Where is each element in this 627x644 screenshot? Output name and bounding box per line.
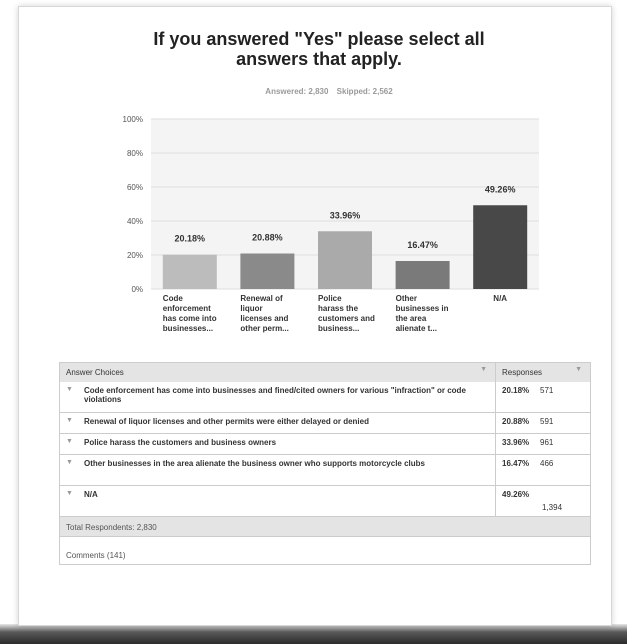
y-tick-label: 20% [127, 251, 143, 260]
bar[interactable] [163, 255, 217, 289]
category-label: Other businesses in the area alienate t... [396, 294, 449, 333]
responses-table: Answer Choices ▼ Responses ▼ ▼ Code enfor… [59, 362, 591, 565]
response-count[interactable]: 591 [540, 417, 553, 429]
skipped-count: Skipped: 2,562 [337, 87, 393, 96]
data-label: 20.18% [175, 234, 206, 244]
responses-label: Responses [502, 368, 542, 377]
comments-link[interactable]: Comments (141) [59, 545, 591, 565]
answer-text: Police harass the customers and business… [84, 438, 276, 450]
table-row: ▼ Police harass the customers and busines… [59, 434, 591, 455]
answer-choices-label: Answer Choices [66, 368, 124, 377]
expand-arrow-icon[interactable]: ▼ [66, 459, 84, 481]
bar[interactable] [473, 205, 527, 289]
response-count[interactable]: 466 [540, 459, 553, 481]
response-count[interactable]: 1,394 [542, 503, 562, 513]
expand-arrow-icon[interactable]: ▼ [66, 417, 84, 429]
y-tick-label: 0% [131, 285, 143, 294]
responses-header[interactable]: Responses ▼ [496, 363, 590, 382]
y-tick-label: 80% [127, 149, 143, 158]
response-percent: 20.18% [502, 386, 536, 408]
y-tick-label: 60% [127, 183, 143, 192]
data-label: 20.88% [252, 233, 283, 243]
response-count[interactable]: 961 [540, 438, 553, 450]
response-percent: 49.26% [502, 490, 536, 500]
total-respondents: Total Respondents: 2,830 [59, 517, 591, 537]
table-row: ▼ Code enforcement has come into business… [59, 382, 591, 413]
bar[interactable] [318, 231, 372, 289]
answered-count: Answered: 2,830 [265, 87, 328, 96]
answer-text: Renewal of liquor licenses and other per… [84, 417, 369, 429]
answer-text: N/A [84, 490, 98, 512]
answer-text: Code enforcement has come into businesse… [84, 386, 489, 408]
category-label: N/A [493, 294, 507, 303]
sort-arrow-icon[interactable]: ▼ [480, 366, 487, 373]
response-percent: 20.88% [502, 417, 536, 429]
bar[interactable] [396, 261, 450, 289]
bar-chart: 0% 20% 40% 60% 80% 100% 20.18% Code enforcement h… [99, 105, 539, 345]
data-label: 49.26% [485, 184, 516, 194]
table-header: Answer Choices ▼ Responses ▼ [59, 362, 591, 382]
y-tick-label: 100% [123, 115, 143, 124]
bar[interactable] [240, 254, 294, 289]
expand-arrow-icon[interactable]: ▼ [66, 438, 84, 450]
question-title: If you answered "Yes" please select all … [119, 29, 519, 69]
category-label: Police harass the customers and business... [318, 294, 375, 333]
category-label: Code enforcement has come into businesses..… [163, 294, 217, 333]
bottom-shadow [0, 624, 627, 644]
answer-text: Other businesses in the area alienate th… [84, 459, 425, 481]
response-percent: 16.47% [502, 459, 536, 481]
sort-arrow-icon[interactable]: ▼ [575, 366, 582, 373]
y-tick-label: 40% [127, 217, 143, 226]
expand-arrow-icon[interactable]: ▼ [66, 386, 84, 408]
response-count[interactable]: 571 [540, 386, 553, 408]
expand-arrow-icon[interactable]: ▼ [66, 490, 84, 512]
table-row: ▼ N/A 49.26% 1,394 [59, 486, 591, 517]
table-row: ▼ Other businesses in the area alienate t… [59, 455, 591, 486]
table-row: ▼ Renewal of liquor licenses and other pe… [59, 413, 591, 434]
response-stats: Answered: 2,830 Skipped: 2,562 [179, 87, 479, 96]
category-label: Renewal of liquor licenses and other perm..… [240, 294, 288, 333]
response-percent: 33.96% [502, 438, 536, 450]
answer-choices-header[interactable]: Answer Choices ▼ [60, 363, 496, 382]
data-label: 16.47% [407, 240, 438, 250]
survey-card: If you answered "Yes" please select all … [18, 6, 612, 626]
data-label: 33.96% [330, 210, 361, 220]
